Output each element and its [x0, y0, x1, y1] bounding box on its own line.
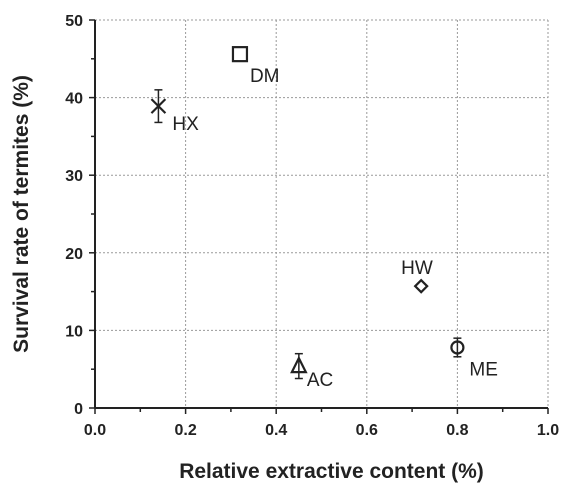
x-tick-label: 0.2: [174, 422, 196, 439]
data-point-ac: AC: [290, 352, 333, 391]
data-points: DM HX HW AC ME: [150, 46, 498, 391]
y-tick-label: 0: [74, 401, 83, 418]
x-tick-label: 0.0: [84, 422, 106, 439]
axes: 0.0 0.2 0.4 0.6 0.8 1.0 0 10 20 30 40 50: [65, 13, 559, 439]
x-tick-label: 0.6: [356, 422, 378, 439]
x-tick-label: 1.0: [537, 422, 559, 439]
x-axis-title: Relative extractive content (%): [179, 460, 484, 483]
triangle-marker: [290, 355, 308, 374]
y-tick-label: 40: [65, 91, 83, 108]
data-point-hx: HX: [150, 89, 199, 135]
x-tick-label: 0.4: [265, 422, 287, 439]
y-axis-title: Survival rate of termites (%): [10, 75, 33, 353]
grid: [95, 19, 549, 408]
x-tick-label: 0.8: [446, 422, 468, 439]
point-label: DM: [250, 66, 280, 87]
data-point-dm: DM: [231, 46, 280, 87]
y-tick-label: 50: [65, 13, 83, 30]
point-label: HX: [172, 114, 199, 135]
data-point-me: ME: [450, 337, 498, 380]
point-label: ME: [469, 359, 498, 380]
diamond-marker: [413, 278, 429, 294]
y-tick-label: 10: [65, 323, 83, 340]
y-tick-label: 30: [65, 168, 83, 185]
point-label: HW: [401, 258, 433, 279]
data-point-hw: HW: [401, 258, 433, 294]
square-marker: [231, 46, 249, 63]
circle-marker: [450, 340, 465, 355]
x-marker: [150, 98, 167, 114]
point-label: AC: [307, 370, 333, 391]
y-tick-label: 20: [65, 246, 83, 263]
